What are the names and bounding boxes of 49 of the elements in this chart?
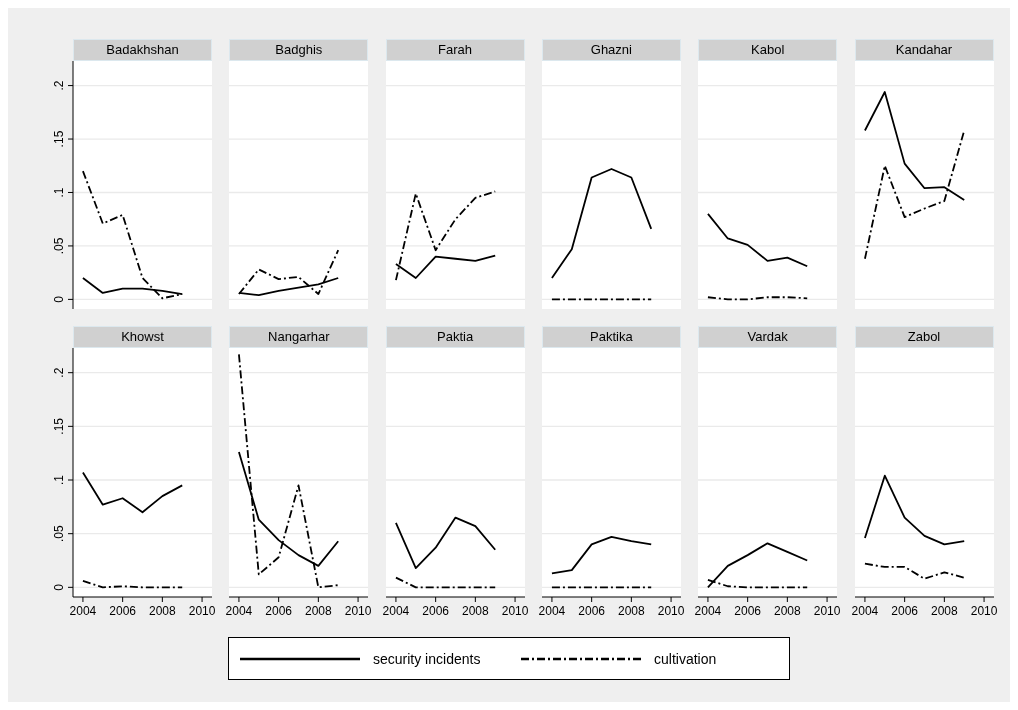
- x-tick-label: 2006: [734, 604, 762, 618]
- chart-title: Kandahar: [854, 39, 994, 61]
- x-tick-label: 2008: [461, 604, 489, 618]
- x-tick-label: 2004: [69, 604, 97, 618]
- y-tick-label: 0: [52, 295, 66, 303]
- chart-title: Ghazni: [541, 39, 681, 61]
- line-series: [82, 471, 184, 514]
- y-tick-label: .15: [52, 130, 66, 148]
- y-tick-label: .05: [52, 237, 66, 255]
- x-tick-label: 2004: [225, 604, 253, 618]
- x-tick-label: 2010: [657, 604, 685, 618]
- chart-title: Nangarhar: [229, 326, 369, 348]
- text: security incidents: [373, 651, 481, 667]
- chart-title: Vardak: [698, 326, 838, 348]
- y-tick-label: .2: [52, 80, 66, 91]
- x-tick-label: 2006: [109, 604, 137, 618]
- x-tick-label: 2010: [813, 604, 841, 618]
- y-tick-label: .1: [52, 187, 66, 198]
- chart-title: Khowst: [73, 326, 212, 348]
- y-tick-label: .1: [52, 474, 66, 486]
- x-tick-label: 2004: [851, 604, 879, 618]
- x-tick-label: 2006: [421, 604, 449, 618]
- x-tick-label: 2008: [930, 604, 958, 618]
- x-tick-label: 2010: [345, 604, 373, 618]
- x-tick-label: 2004: [694, 604, 722, 618]
- y-tick-label: 0: [52, 583, 66, 591]
- x-tick-label: 2006: [265, 604, 293, 618]
- x-tick-label: 2004: [382, 604, 410, 618]
- chart-title: Paktia: [385, 326, 525, 348]
- y-tick-label: .15: [52, 417, 66, 435]
- chart-title: Kabol: [698, 39, 838, 61]
- x-tick-label: 2010: [501, 604, 529, 618]
- chart-title: Zabol: [854, 326, 994, 348]
- x-tick-label: 2008: [305, 604, 333, 618]
- x-tick-label: 2010: [188, 604, 216, 618]
- y-tick-label: .2: [52, 367, 66, 378]
- chart-title: Badakhshan: [73, 39, 212, 61]
- x-tick-label: 2008: [774, 604, 802, 618]
- x-tick-label: 2008: [149, 604, 177, 618]
- x-tick-label: 2006: [890, 604, 918, 618]
- y-tick-label: .05: [52, 525, 66, 543]
- chart-title: Badghis: [229, 39, 369, 61]
- chart-title: Farah: [385, 39, 525, 61]
- x-tick-label: 2004: [538, 604, 566, 618]
- x-tick-label: 2008: [617, 604, 645, 618]
- x-tick-label: 2010: [970, 604, 998, 618]
- x-tick-label: 2006: [578, 604, 606, 618]
- text: cultivation: [654, 651, 717, 667]
- chart-title: Paktika: [541, 326, 681, 348]
